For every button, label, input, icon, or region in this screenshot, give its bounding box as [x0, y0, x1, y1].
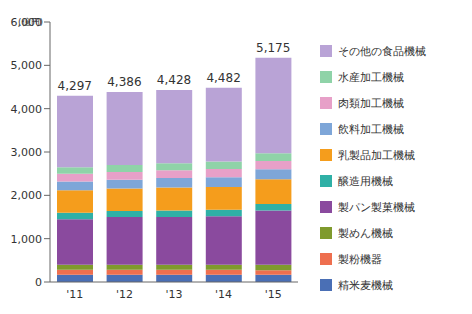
svg-text:'11: '11	[66, 288, 83, 301]
svg-text:6,000: 6,000	[11, 16, 43, 29]
svg-text:0: 0	[35, 276, 42, 289]
svg-text:1,000: 1,000	[11, 233, 43, 246]
svg-text:4,297: 4,297	[58, 79, 92, 93]
svg-text:4,482: 4,482	[206, 71, 240, 85]
svg-text:4,000: 4,000	[11, 103, 43, 116]
svg-text:5,175: 5,175	[256, 41, 290, 55]
svg-text:5,000: 5,000	[11, 59, 43, 72]
svg-text:'14: '14	[215, 288, 232, 301]
svg-text:'12: '12	[116, 288, 133, 301]
svg-text:4,428: 4,428	[157, 73, 191, 87]
svg-text:3,000: 3,000	[11, 146, 43, 159]
svg-text:4,386: 4,386	[107, 75, 141, 89]
svg-text:'13: '13	[165, 288, 182, 301]
svg-text:2,000: 2,000	[11, 189, 43, 202]
svg-text:'15: '15	[265, 288, 282, 301]
